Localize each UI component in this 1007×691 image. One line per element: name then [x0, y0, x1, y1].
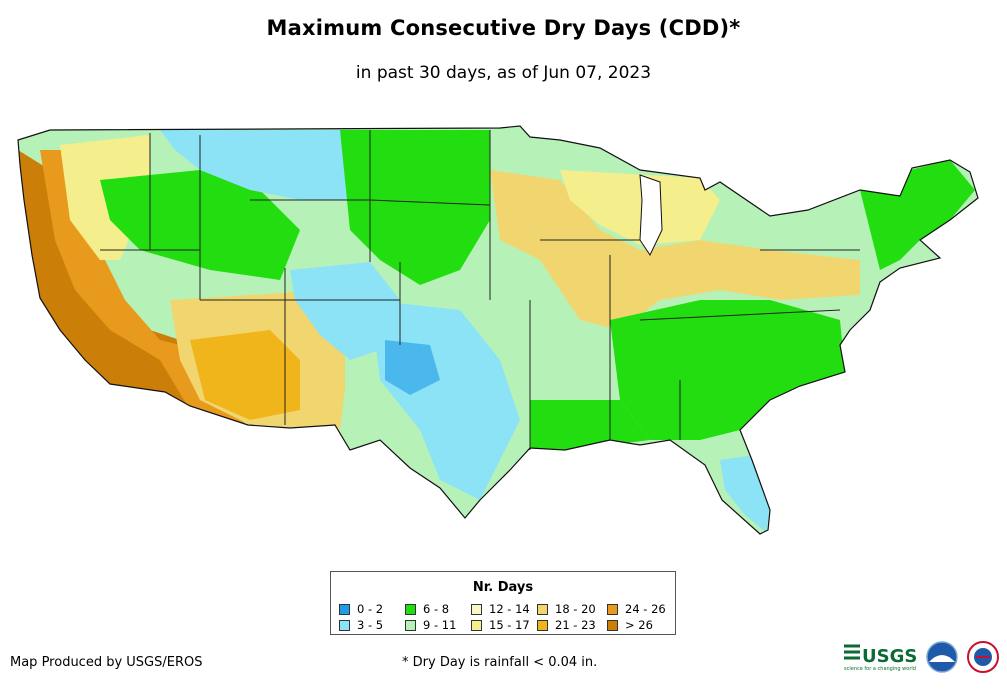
legend-title: Nr. Days [472, 580, 534, 595]
usgs-logo-text: USGS [862, 646, 917, 667]
region-southeast-wet [610, 300, 845, 440]
agency-logos: USGS science for a changing world [844, 641, 999, 673]
legend-label: 15 - 17 [489, 618, 530, 632]
legend-label: 21 - 23 [555, 618, 596, 632]
legend-label: 3 - 5 [357, 618, 384, 632]
legend-item: 9 - 11 [405, 618, 456, 632]
legend-item: > 26 [607, 618, 653, 632]
legend-item: 6 - 8 [405, 602, 449, 616]
region-gulf-coast [530, 400, 650, 450]
lake-michigan [639, 174, 663, 257]
nws-logo-icon [967, 641, 999, 673]
region-northern-plains [340, 130, 490, 285]
legend-item: 18 - 20 [537, 602, 596, 616]
legend-label: 6 - 8 [423, 602, 450, 616]
region-montana [160, 130, 370, 200]
region-texas-core [385, 340, 440, 395]
legend: Nr. Days 0 - 2 3 - 5 6 - 8 9 - 11 12 - 14 15 … [330, 571, 676, 635]
legend-label: 18 - 20 [555, 602, 596, 616]
legend-label: 12 - 14 [489, 602, 530, 616]
legend-swatch [339, 619, 350, 631]
region-southwest-core [190, 330, 300, 420]
region-great-lakes [560, 170, 720, 245]
credit-text: Map Produced by USGS/EROS [10, 655, 203, 670]
map-title: Maximum Consecutive Dry Days (CDD)* [266, 16, 741, 40]
state-borders [100, 130, 860, 450]
legend-label: 0 - 2 [357, 602, 384, 616]
legend-label: 9 - 11 [423, 618, 457, 632]
usgs-logo: USGS science for a changing world [844, 644, 917, 672]
legend-swatch [471, 603, 482, 615]
noaa-logo-icon [926, 641, 958, 673]
legend-swatch [537, 619, 548, 631]
legend-swatch [537, 603, 548, 615]
footnote-text: * Dry Day is rainfall < 0.04 in. [402, 655, 598, 670]
legend-label: 24 - 26 [625, 602, 666, 616]
legend-item: 0 - 2 [339, 602, 383, 616]
legend-swatch [607, 619, 618, 631]
legend-swatch [405, 619, 416, 631]
region-four-corners [290, 262, 400, 360]
legend-item: 12 - 14 [471, 602, 530, 616]
legend-item: 3 - 5 [339, 618, 383, 632]
legend-swatch [471, 619, 482, 631]
legend-item: 21 - 23 [537, 618, 596, 632]
legend-swatch [405, 603, 416, 615]
legend-item: 24 - 26 [607, 602, 666, 616]
legend-label: > 26 [625, 618, 653, 632]
legend-swatch [607, 603, 618, 615]
usgs-logo-tagline: science for a changing world [844, 666, 916, 672]
us-outline [17, 125, 979, 535]
legend-item: 15 - 17 [471, 618, 530, 632]
legend-swatch [339, 603, 350, 615]
map-subtitle: in past 30 days, as of Jun 07, 2023 [355, 63, 652, 83]
